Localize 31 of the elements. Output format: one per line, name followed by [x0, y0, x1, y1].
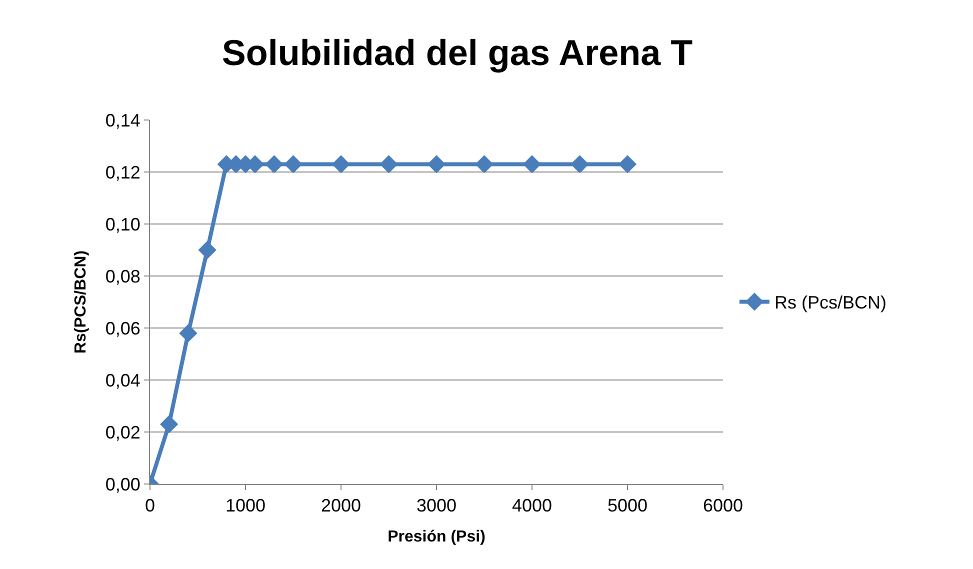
x-tick-label: 3000 — [416, 496, 457, 516]
point — [475, 155, 494, 174]
point — [160, 415, 178, 434]
x-tick-label: 4000 — [512, 496, 552, 516]
x-tick-label: 6000 — [702, 496, 744, 516]
point — [284, 155, 302, 174]
chart-title: Solubilidad del gas Arena T — [222, 32, 693, 74]
point — [265, 155, 284, 174]
legend-label: Rs (Pcs/BCN) — [774, 292, 886, 313]
point — [427, 155, 446, 174]
y-tick-label: 0,00 — [105, 474, 140, 494]
y-axis-title: Rs(PCS/BCN) — [72, 250, 90, 354]
y-tick-label: 0,14 — [105, 110, 140, 130]
y-tick-label: 0,08 — [105, 266, 140, 286]
y-tick-label: 0,12 — [105, 162, 140, 182]
x-tick-label: 0 — [144, 496, 156, 516]
point — [618, 155, 637, 174]
x-tick-label: 1000 — [225, 496, 266, 516]
y-tick-label: 0,06 — [105, 318, 140, 338]
x-tick-label: 2000 — [320, 496, 362, 516]
y-tick-label: 0,04 — [105, 370, 140, 390]
x-tick-label: 5000 — [607, 496, 648, 516]
point — [332, 155, 350, 174]
point — [522, 155, 542, 174]
point — [380, 155, 398, 174]
y-tick-label: 0,10 — [105, 214, 140, 234]
point — [570, 155, 589, 174]
point — [179, 324, 198, 342]
x-axis-title: Presión (Psi) — [388, 528, 486, 546]
point — [198, 240, 216, 260]
y-tick-label: 0,02 — [105, 422, 140, 442]
